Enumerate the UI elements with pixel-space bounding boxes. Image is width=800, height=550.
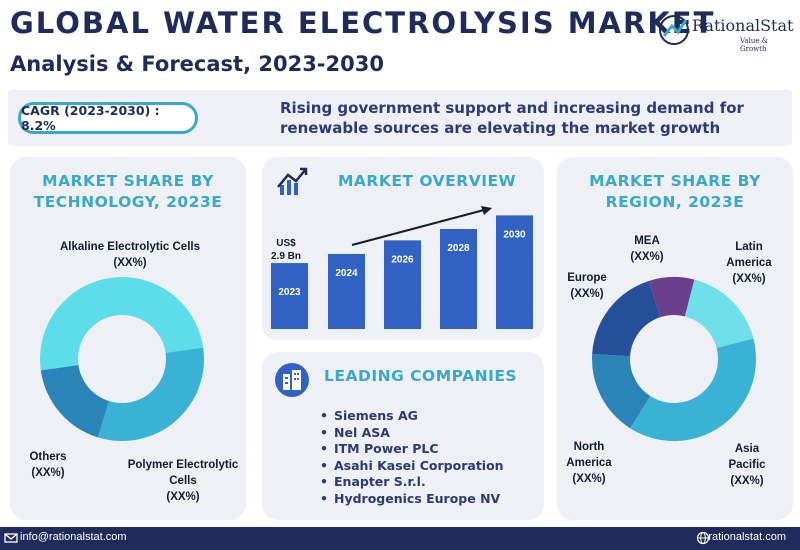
others-label: Others (XX%) [18,449,78,481]
banner-text: Rising government support and increasing… [280,99,744,137]
growth-chart-icon [277,167,308,195]
technology-heading-line1: MARKET SHARE BY [42,172,214,190]
globe-icon [696,531,710,545]
brand-logo: RationalStat Value & Growth [656,12,796,53]
mea-value: (XX%) [630,251,664,263]
technology-panel-heading: MARKET SHARE BY TECHNOLOGY, 2023E [10,171,246,213]
north-america-label: North America (XX%) [557,439,621,487]
region-slice-europe [592,281,661,357]
alkaline-name: Alkaline Electrolytic Cells [60,241,200,253]
overview-heading: MARKET OVERVIEW [338,172,517,190]
cagr-badge: CAGR (2023-2030) : 8.2% [18,102,198,134]
others-value: (XX%) [31,467,65,479]
start-value-currency: US$ [276,238,296,249]
footer-email-link[interactable]: info@rationalstat.com [20,531,127,543]
alkaline-value: (XX%) [113,257,147,269]
technology-slice-alkaline-electrolytic-cells [40,277,204,371]
technology-slice-others [40,365,109,438]
north-name-2: America [566,457,612,469]
bar-year-label: 2028 [447,243,470,254]
bar-year-label: 2024 [335,268,358,279]
asia-value: (XX%) [730,475,764,487]
technology-slice-polymer-electrolytic-cells [97,347,204,441]
bar-year-label: 2030 [503,229,526,240]
latin-value: (XX%) [732,273,766,285]
bar-2030 [496,215,533,329]
latin-name-1: Latin [735,241,763,253]
region-donut-chart [592,277,756,441]
mea-label: MEA (XX%) [619,233,675,265]
company-item: Enapter S.r.l. [320,474,504,491]
region-heading-line1: MARKET SHARE BY [589,172,761,190]
trend-arrow-line [351,209,485,246]
europe-name: Europe [567,272,607,284]
polymer-label: Polymer Electrolytic Cells (XX%) [120,457,246,505]
bar-year-label: 2023 [278,287,301,298]
market-overview-panel: MARKET OVERVIEW US$ 2.9 Bn 2023 2024 2026 2… [262,157,544,340]
page-title: GLOBAL WATER ELECTROLYSIS MARKET [10,6,716,40]
asia-pacific-label: Asia Pacific (XX%) [717,441,777,489]
region-share-panel: MARKET SHARE BY REGION, 2023E MEA (XX%) … [557,157,793,520]
logo-name: RationalStat [692,16,794,35]
technology-donut-chart [40,277,204,441]
polymer-name-1: Polymer Electrolytic [127,459,239,471]
technology-share-panel: MARKET SHARE BY TECHNOLOGY, 2023E Alkali… [10,157,246,520]
company-item: Siemens AG [320,408,504,425]
region-slice-north-america [592,353,651,429]
europe-label: Europe (XX%) [557,270,617,302]
polymer-name-2: Cells [169,475,197,487]
region-slice-asia-pacific [630,338,756,441]
footer-website-link[interactable]: rationalstat.com [708,531,786,543]
alkaline-label: Alkaline Electrolytic Cells (XX%) [20,239,240,271]
bar-2024 [328,254,365,329]
logo-tagline: Value & Growth [740,37,768,53]
company-item: Nel ASA [320,425,504,442]
latin-name-2: America [726,257,772,269]
polymer-value: (XX%) [166,491,200,503]
europe-value: (XX%) [570,288,604,300]
region-slice-latin-america [684,279,754,349]
others-name: Others [29,451,67,463]
north-name-1: North [573,441,605,453]
start-value-amount: 2.9 Bn [270,251,301,262]
bar-year-label: 2026 [391,254,414,265]
asia-name-1: Asia [734,443,760,455]
buildings-icon [275,363,309,397]
footer: info@rationalstat.com rationalstat.com [0,527,800,550]
region-panel-heading: MARKET SHARE BY REGION, 2023E [557,171,793,213]
company-item: Asahi Kasei Corporation [320,458,504,475]
companies-heading: LEADING COMPANIES [324,367,518,385]
page-subtitle: Analysis & Forecast, 2023-2030 [10,52,384,76]
logo-mark-icon [659,15,689,45]
asia-name-2: Pacific [728,459,766,471]
technology-heading-line2: TECHNOLOGY, 2023E [33,193,223,211]
market-overview-bar-chart: 2023 2024 2026 2028 2030 [271,206,533,329]
company-item: Hydrogenics Europe NV [320,491,504,508]
start-value-label: US$ 2.9 Bn [266,237,306,263]
company-item: ITM Power PLC [320,441,504,458]
bar-2023 [271,263,308,329]
region-heading-line2: REGION, 2023E [605,193,745,211]
highlight-banner: CAGR (2023-2030) : 8.2% Rising governmen… [8,90,792,146]
trend-arrow-head-icon [481,206,492,215]
email-icon [4,533,18,543]
bar-2028 [440,229,477,329]
latin-america-label: Latin America (XX%) [717,239,781,287]
region-slice-mea [648,277,695,318]
mea-name: MEA [634,235,660,247]
companies-list: Siemens AG Nel ASA ITM Power PLC Asahi K… [320,408,504,507]
bar-2026 [384,240,421,329]
north-value: (XX%) [572,473,606,485]
